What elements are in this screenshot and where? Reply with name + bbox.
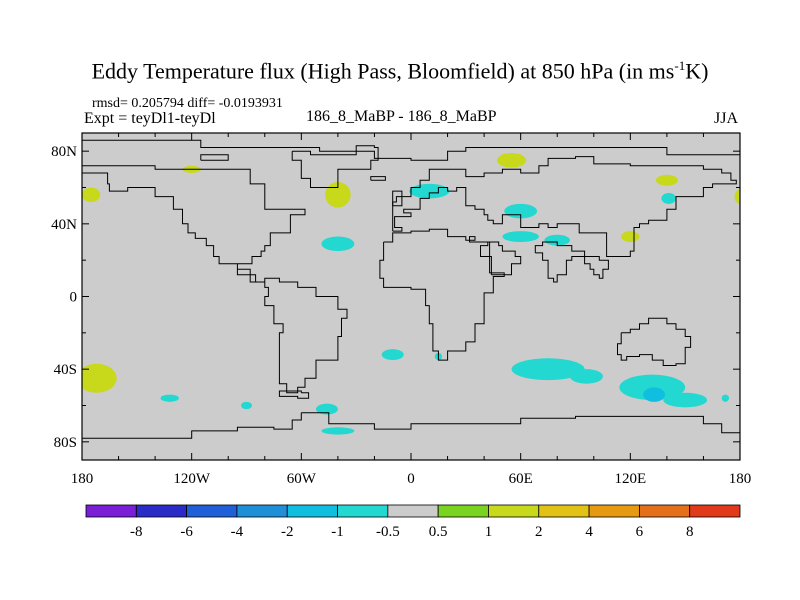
anomaly-patch (496, 152, 527, 168)
colorbar-swatch (337, 504, 389, 518)
colorbar: -8 -6 -4 -2 -1 -0.5 0.5 1 2 4 6 8 (85, 504, 741, 540)
colorbar-swatch (387, 504, 439, 518)
coastline (392, 190, 403, 207)
y-tick-label: 80S (54, 435, 77, 451)
x-tick-label: 180 (729, 471, 752, 487)
colorbar-swatch (437, 504, 489, 518)
coastline (82, 165, 348, 394)
coastline (617, 317, 692, 366)
coastline (291, 145, 379, 188)
anomaly-patch (381, 349, 404, 361)
anomaly-patch (325, 182, 351, 208)
colorbar-label: -4 (231, 524, 244, 540)
coastline (379, 228, 505, 361)
anomaly-patch (321, 236, 355, 252)
anomaly-patch (82, 363, 117, 393)
chart-title: Eddy Temperature flux (High Pass, Bloomf… (0, 58, 800, 84)
coastline (480, 241, 522, 276)
coastline (534, 241, 609, 283)
x-tick-label: 120W (173, 471, 211, 487)
anomaly-patch (663, 392, 708, 408)
anomaly-patch (570, 369, 603, 384)
colorbar-label: 4 (585, 524, 593, 540)
colorbar-swatch (286, 504, 338, 518)
anomaly-patch (643, 387, 666, 402)
anomaly-patch (621, 231, 640, 242)
y-tick-label: 0 (70, 290, 78, 306)
colorbar-label: -6 (180, 524, 193, 540)
x-tick-label: 60E (509, 471, 533, 487)
colorbar-swatch (638, 504, 691, 518)
x-tick-label: 120E (614, 471, 646, 487)
anomaly-patch (241, 401, 252, 410)
anomaly-patch (544, 234, 571, 246)
colorbar-label: -2 (281, 524, 294, 540)
x-tick-label: 60W (287, 471, 317, 487)
plot-area (82, 139, 740, 439)
colorbar-label: 0.5 (429, 524, 448, 540)
colorbar-label: -1 (331, 524, 344, 540)
y-tick-label: 40N (51, 217, 77, 233)
anomaly-patch (511, 358, 585, 381)
colorbar-swatch (588, 504, 640, 518)
x-tick-label: 180 (71, 471, 94, 487)
coastline (278, 390, 310, 399)
colorbar-swatch (186, 504, 238, 518)
anomaly-patch (502, 231, 539, 242)
colorbar-swatch (689, 504, 741, 518)
anomaly-patch (661, 192, 677, 204)
anomaly-patch (655, 174, 678, 186)
y-tick-label: 80N (51, 144, 77, 160)
runs-label: 186_8_MaBP - 186_8_MaBP (306, 108, 497, 125)
anomaly-patch (321, 427, 355, 435)
anomaly-patch (721, 394, 730, 402)
coastline (82, 412, 302, 439)
season-label: JJA (714, 110, 739, 127)
experiment-label: Expt = teyDl1-teyDl (84, 110, 216, 127)
chart-title-end: K) (685, 58, 709, 84)
colorbar-swatch (538, 504, 590, 518)
colorbar-label: 6 (636, 524, 644, 540)
anomaly-patch (82, 187, 101, 203)
coastline (82, 139, 740, 161)
colorbar-label: 2 (535, 524, 543, 540)
y-tick-label: 40S (54, 362, 77, 378)
coastline (301, 412, 740, 439)
colorbar-swatch (135, 504, 188, 518)
chart-title-main: Eddy Temperature flux (High Pass, Bloomf… (91, 58, 675, 84)
anomaly-patch (160, 394, 179, 402)
x-tick-label: 0 (407, 471, 415, 487)
anomaly-patch (734, 189, 740, 204)
anomaly-patch (619, 374, 686, 401)
colorbar-swatch (488, 504, 540, 518)
colorbar-label: 8 (686, 524, 694, 540)
colorbar-label: -0.5 (376, 524, 400, 540)
colorbar-swatch (236, 504, 288, 518)
coastline (200, 154, 229, 161)
plot-background (82, 133, 740, 460)
colorbar-swatch (85, 504, 137, 518)
coastline (370, 176, 386, 181)
stats-line: rmsd= 0.205794 diff= -0.0193931 (92, 96, 283, 111)
colorbar-label: 1 (485, 524, 493, 540)
colorbar-label: -8 (130, 524, 143, 540)
chart-title-sup: -1 (674, 58, 686, 73)
coastline (392, 156, 737, 257)
anomaly-patch (315, 403, 338, 415)
